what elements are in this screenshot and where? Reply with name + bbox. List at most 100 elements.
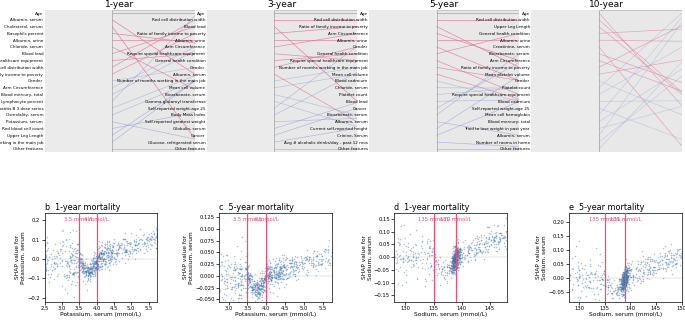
Point	[88, 255, 99, 260]
Point	[318, 256, 329, 261]
Point	[236, 276, 247, 282]
Point	[243, 271, 254, 276]
Point	[255, 286, 266, 291]
Point	[620, 276, 631, 281]
Point	[451, 245, 462, 250]
X-axis label: Potassium, serum (mmol/L): Potassium, serum (mmol/L)	[235, 312, 316, 317]
Point	[617, 277, 628, 282]
Point	[621, 276, 632, 281]
Point	[306, 256, 317, 262]
Point	[120, 252, 131, 257]
Point	[68, 272, 79, 277]
Point	[618, 278, 629, 283]
Point	[451, 257, 462, 263]
Point	[645, 271, 656, 276]
Point	[465, 257, 476, 263]
Point	[283, 271, 294, 276]
Point	[52, 264, 63, 269]
Point	[113, 243, 124, 248]
Point	[105, 258, 116, 263]
Point	[662, 262, 673, 267]
Point	[119, 250, 129, 255]
Point	[447, 262, 458, 267]
Point	[455, 248, 466, 253]
Point	[463, 246, 474, 251]
Point	[656, 258, 667, 263]
Point	[73, 270, 84, 275]
Point	[81, 272, 92, 277]
Point	[615, 281, 626, 286]
Point	[449, 261, 460, 266]
Point	[290, 260, 301, 265]
Point	[256, 277, 267, 282]
Point	[74, 254, 85, 259]
Point	[617, 279, 628, 284]
Point	[301, 257, 312, 263]
Point	[436, 266, 447, 271]
Point	[451, 250, 462, 255]
Point	[452, 251, 463, 256]
Point	[452, 246, 463, 251]
Point	[617, 278, 628, 283]
Point	[438, 275, 449, 280]
Point	[125, 239, 136, 244]
Point	[253, 291, 264, 297]
Point	[221, 292, 232, 298]
Point	[280, 255, 291, 260]
Point	[106, 254, 117, 259]
Point	[101, 253, 112, 258]
Point	[620, 268, 631, 273]
Point	[619, 273, 630, 278]
Point	[88, 268, 99, 273]
Point	[451, 265, 462, 270]
Point	[266, 278, 277, 283]
Point	[464, 250, 475, 255]
Point	[480, 244, 491, 249]
Point	[448, 257, 459, 262]
Point	[490, 244, 501, 249]
Point	[287, 267, 298, 273]
Point	[321, 256, 332, 261]
Point	[267, 269, 278, 274]
Point	[311, 267, 322, 272]
Point	[573, 268, 584, 273]
Point	[602, 276, 613, 281]
Point	[310, 264, 321, 269]
Point	[140, 237, 151, 242]
Point	[263, 281, 274, 286]
Point	[82, 279, 92, 284]
Point	[497, 236, 508, 241]
Point	[671, 255, 682, 260]
Point	[127, 251, 138, 256]
Point	[624, 267, 635, 273]
Point	[90, 257, 101, 262]
Point	[619, 275, 630, 280]
Point	[449, 261, 460, 266]
Point	[274, 260, 285, 265]
Point	[621, 283, 632, 288]
Point	[97, 258, 108, 264]
Point	[463, 247, 474, 252]
Point	[653, 265, 664, 270]
Point	[664, 256, 675, 261]
Point	[439, 276, 450, 281]
Point	[416, 239, 427, 244]
Point	[76, 252, 87, 257]
Point	[77, 261, 88, 266]
Point	[453, 256, 464, 261]
Point	[650, 271, 661, 276]
Point	[622, 286, 633, 291]
Point	[249, 291, 260, 296]
Point	[447, 257, 458, 263]
Point	[481, 238, 492, 243]
Point	[609, 288, 620, 293]
Point	[636, 248, 647, 254]
Point	[617, 285, 628, 290]
Point	[286, 261, 297, 266]
Point	[580, 280, 590, 285]
Point	[424, 253, 435, 258]
Point	[428, 258, 439, 263]
Point	[630, 265, 641, 270]
Point	[71, 265, 82, 270]
Point	[64, 236, 75, 241]
